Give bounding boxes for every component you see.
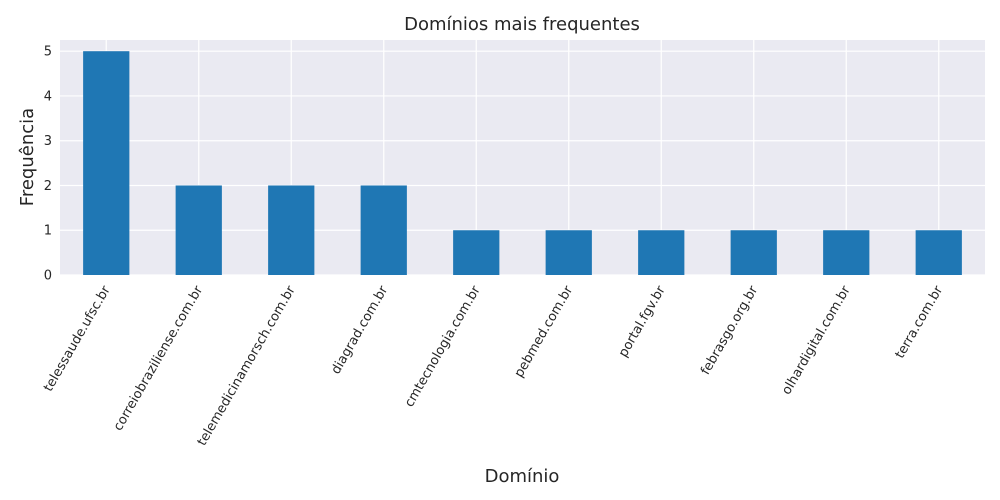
- bar: [823, 230, 870, 275]
- bar: [545, 230, 592, 275]
- y-axis-label: Frequência: [17, 108, 38, 206]
- y-tick-label: 2: [44, 179, 52, 194]
- x-tick-label: correiobraziliense.com.br: [111, 283, 207, 434]
- x-tick-label: febrasgo.org.br: [698, 283, 761, 378]
- bar: [360, 185, 407, 275]
- x-tick-label: portal.fgv.br: [616, 283, 669, 360]
- bar: [453, 230, 500, 275]
- x-axis-label: Domínio: [485, 466, 560, 487]
- y-tick-label: 3: [44, 134, 52, 149]
- x-tick-label: terra.com.br: [893, 283, 947, 361]
- x-tick-label: olhardigital.com.br: [779, 283, 854, 398]
- y-tick-label: 1: [44, 224, 52, 239]
- bars: [83, 51, 962, 275]
- chart-title: Domínios mais frequentes: [404, 14, 640, 35]
- bar: [83, 51, 130, 275]
- x-tick-labels: telessaude.ufsc.brcorreiobraziliense.com…: [41, 283, 946, 449]
- bar: [730, 230, 777, 275]
- y-tick-label: 4: [44, 89, 52, 104]
- bar: [915, 230, 962, 275]
- y-tick-label: 5: [44, 45, 52, 60]
- x-tick-label: diagrad.com.br: [329, 283, 392, 377]
- x-tick-label: telemedicinamorsch.com.br: [195, 283, 299, 449]
- y-tick-labels: 0 1 2 3 4 5: [44, 45, 52, 284]
- bar: [268, 185, 315, 275]
- x-tick-label: cmtecnologia.com.br: [402, 283, 484, 410]
- x-tick-label: pebmed.com.br: [512, 283, 577, 380]
- bar: [175, 185, 222, 275]
- y-tick-label: 0: [44, 269, 52, 284]
- bar: [638, 230, 685, 275]
- x-tick-label: telessaude.ufsc.br: [41, 283, 114, 394]
